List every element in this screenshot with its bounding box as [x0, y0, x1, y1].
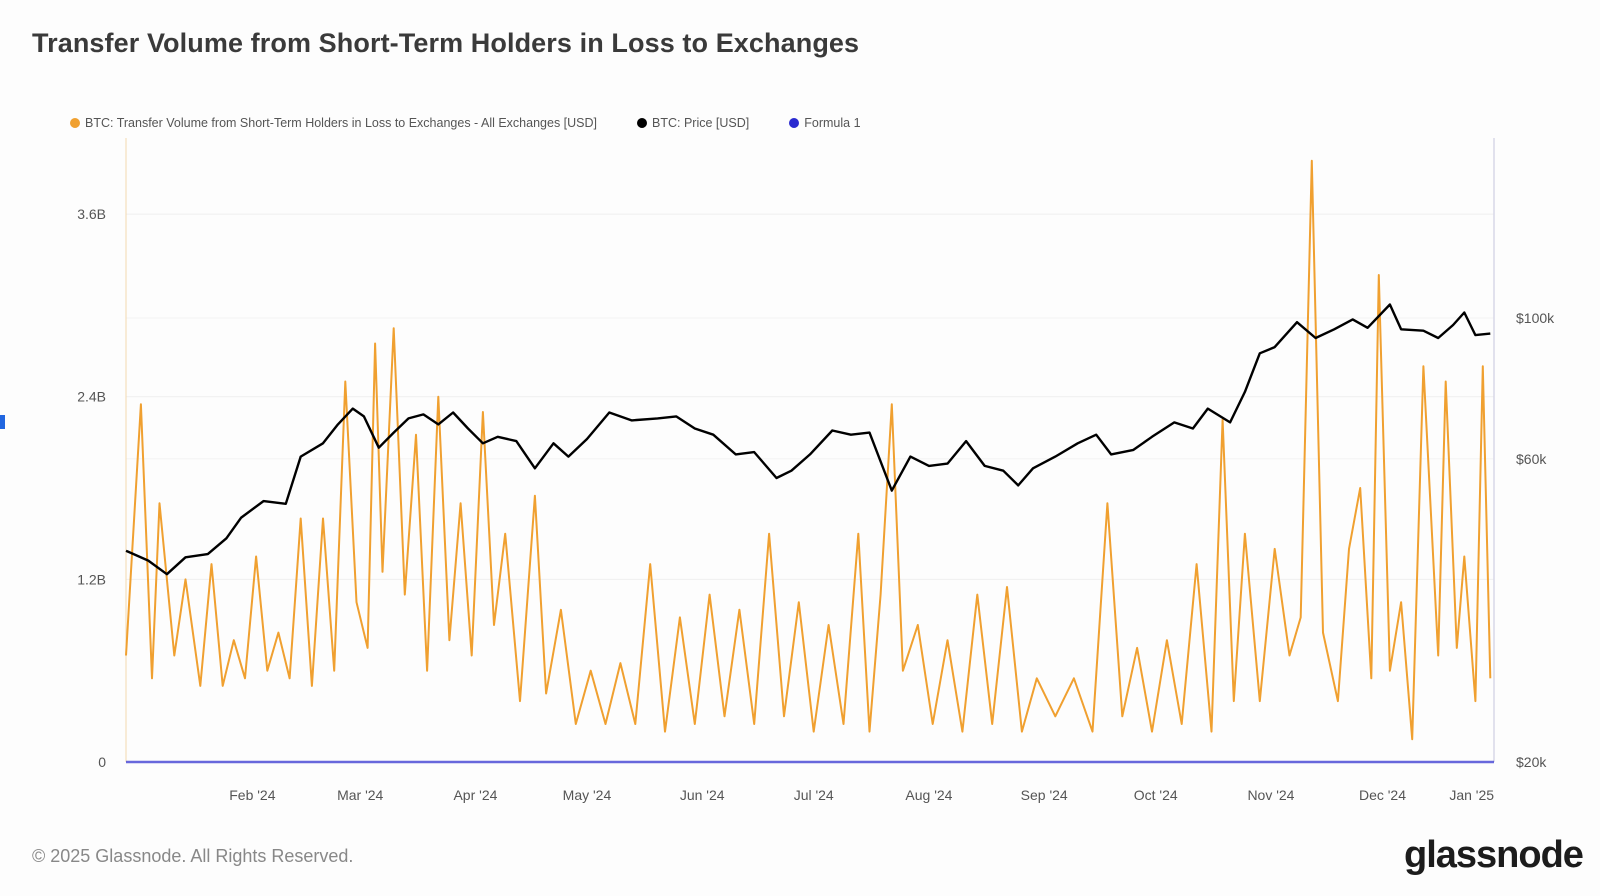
y-right-tick-label: $100k	[1516, 310, 1555, 326]
legend-dot-icon	[789, 118, 800, 128]
y-left-tick-label: 3.6B	[77, 206, 106, 222]
y-left-tick-label: 0	[98, 754, 106, 770]
x-tick-label: May '24	[563, 787, 612, 803]
x-tick-label: Dec '24	[1359, 787, 1406, 803]
series-line-transfer-volume	[125, 159, 1492, 741]
legend-dot-icon	[70, 118, 80, 128]
x-tick-label: Feb '24	[229, 787, 275, 803]
y-right-tick-label: $20k	[1516, 754, 1547, 770]
page-title: Transfer Volume from Short-Term Holders …	[32, 28, 860, 58]
x-tick-label: Jan '25	[1449, 787, 1494, 803]
x-tick-label: Oct '24	[1134, 787, 1178, 803]
legend-item-formula-1[interactable]: Formula 1	[789, 116, 861, 130]
x-tick-label: Jul '24	[794, 787, 834, 803]
copyright-text: © 2025 Glassnode. All Rights Reserved.	[32, 846, 354, 866]
y-left-tick-label: 2.4B	[77, 389, 106, 405]
legend-label: BTC: Price [USD]	[652, 116, 750, 130]
y-left-tick-label: 1.2B	[77, 571, 106, 587]
legend-item-btc-price[interactable]: BTC: Price [USD]	[637, 116, 749, 130]
x-tick-label: Mar '24	[337, 787, 383, 803]
x-tick-label: Aug '24	[905, 787, 952, 803]
legend-item-transfer-volume[interactable]: BTC: Transfer Volume from Short-Term Hol…	[70, 116, 597, 130]
glassnode-logo: glassnode	[1404, 834, 1584, 876]
legend-label: Formula 1	[804, 116, 861, 130]
chart-legend: BTC: Transfer Volume from Short-Term Hol…	[70, 116, 861, 130]
scroll-marker	[0, 415, 5, 429]
x-tick-label: Apr '24	[453, 787, 497, 803]
legend-label: BTC: Transfer Volume from Short-Term Hol…	[85, 116, 598, 130]
y-right-tick-label: $60k	[1516, 451, 1547, 467]
x-tick-label: Sep '24	[1021, 787, 1068, 803]
legend-dot-icon	[637, 118, 648, 128]
x-tick-label: Nov '24	[1247, 787, 1294, 803]
series-line-btc-price	[125, 303, 1491, 576]
x-tick-label: Jun '24	[680, 787, 725, 803]
